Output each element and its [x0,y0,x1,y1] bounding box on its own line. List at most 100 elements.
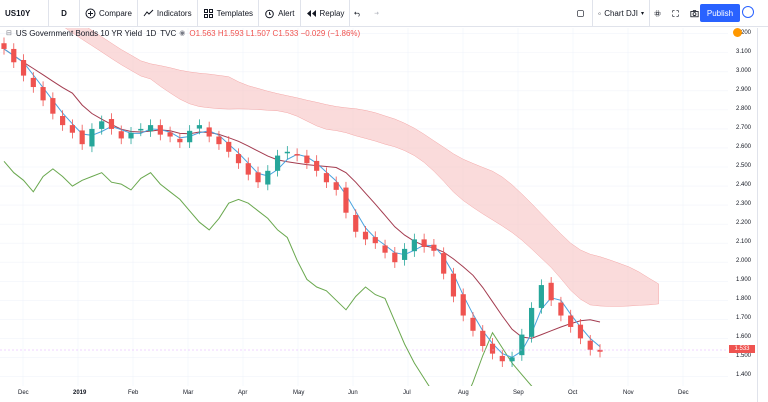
candle [470,317,476,331]
fullscreen-icon [672,9,679,17]
eye-icon[interactable]: ◉ [179,30,186,37]
right-sidebar [757,28,768,402]
replay-button[interactable]: Replay [301,0,350,27]
candle [499,355,505,362]
price-tick-label: 2.600 [736,143,752,150]
price-tick-label: 2.900 [736,86,752,93]
candle [99,121,105,129]
candle [450,273,457,297]
legend-ohlc: O1.563 H1.593 L1.507 C1.533 −0.029 (−1.8… [189,28,361,38]
price-tick-label: 2.400 [736,182,752,189]
undo-button[interactable] [350,0,368,27]
chart-legend: ⊟ US Government Bonds 10 YR Yield 1D TVC… [6,28,360,38]
candle [558,302,564,316]
layout-name: Chart DJI [604,8,638,18]
fullscreen-button[interactable] [668,0,686,27]
candle [489,343,496,354]
candle [284,151,290,154]
gear-icon [654,10,661,16]
candle [401,248,408,260]
candle [255,172,261,183]
candle [509,357,515,362]
candle [577,324,584,339]
candle [333,182,339,190]
candles [1,37,603,367]
indicators-label: Indicators [156,8,192,18]
alert-marker[interactable] [733,28,742,37]
price-tick-label: 3.200 [736,29,752,36]
candle [20,59,27,76]
time-axis[interactable]: Dec 2019 Feb Mar Apr May Jun Jul Aug Sep Oct Nov Dec [0,386,728,402]
legend-interval: 1D [146,28,157,38]
settings-button[interactable] [650,0,668,27]
candle [529,307,535,337]
candle [382,245,388,253]
interval-button[interactable]: D [61,8,67,18]
top-toolbar: US10Y D Compare Indicators Templates Ale… [0,0,768,27]
play-circle-icon[interactable] [742,6,754,18]
price-tick-label: 1.900 [736,277,752,284]
candle [314,160,320,171]
templates-label: Templates [216,8,254,18]
price-tick-label: 2.300 [736,201,752,208]
indicators-icon [143,9,154,16]
templates-icon [203,8,213,18]
candle [587,340,593,350]
plus-circle-icon [85,8,96,18]
select-all-checkbox[interactable] [572,0,592,27]
alert-button[interactable]: Alert [259,0,299,27]
candle [118,131,124,139]
publish-button[interactable]: Publish [700,4,740,22]
candle [226,141,232,152]
compare-label: Compare [99,8,132,18]
price-tick-label: 2.000 [736,258,752,265]
candle [411,239,417,252]
checkbox-icon [577,9,584,17]
chart-grid [0,28,728,386]
price-tick-label: 2.800 [736,105,752,112]
time-tick-label: Oct [568,390,578,396]
alarm-clock-icon [265,9,274,18]
candle [187,130,193,143]
legend-exchange: TVC [160,28,177,38]
collapse-icon[interactable]: ⊟ [6,30,12,37]
time-tick-label: Apr [238,390,248,396]
candle [519,334,525,356]
candle [460,294,466,316]
candle [538,285,544,308]
candle [216,136,222,145]
ichimoku-cloud [64,28,659,307]
snapshot-button[interactable] [686,0,706,27]
base-line [3,48,601,339]
price-axis[interactable]: 3.200 3.100 3.000 2.900 2.800 2.700 2.600 2.500… [728,28,757,386]
templates-button[interactable]: Templates [198,0,258,27]
replay-label: Replay [319,8,345,18]
candle [274,155,281,171]
candle [60,115,66,126]
candle [421,239,427,247]
time-tick-label: May [293,390,305,396]
time-tick-label: Nov [623,390,634,396]
price-tick-label: 2.700 [736,124,752,131]
price-tick-label: 2.100 [736,239,752,246]
candle [294,154,300,156]
candle [353,214,359,232]
layout-menu[interactable]: Chart DJI ▾ [593,0,649,27]
candle [1,43,7,49]
candle [548,282,554,301]
candle [392,252,398,263]
candle [304,155,310,164]
compare-button[interactable]: Compare [80,0,137,27]
redo-button[interactable] [368,0,386,27]
price-tick-label: 1.600 [736,334,752,341]
indicators-button[interactable]: Indicators [138,0,197,27]
redo-icon [374,11,380,15]
price-tick-label: 1.700 [736,315,752,322]
undo-icon [354,11,361,17]
price-chart[interactable] [0,28,728,386]
candle [50,98,56,114]
symbol-search[interactable]: US10Y [5,8,31,18]
price-tick-label: 2.200 [736,220,752,227]
lagging-span-line [3,160,533,386]
time-tick-label: 2019 [73,390,87,396]
